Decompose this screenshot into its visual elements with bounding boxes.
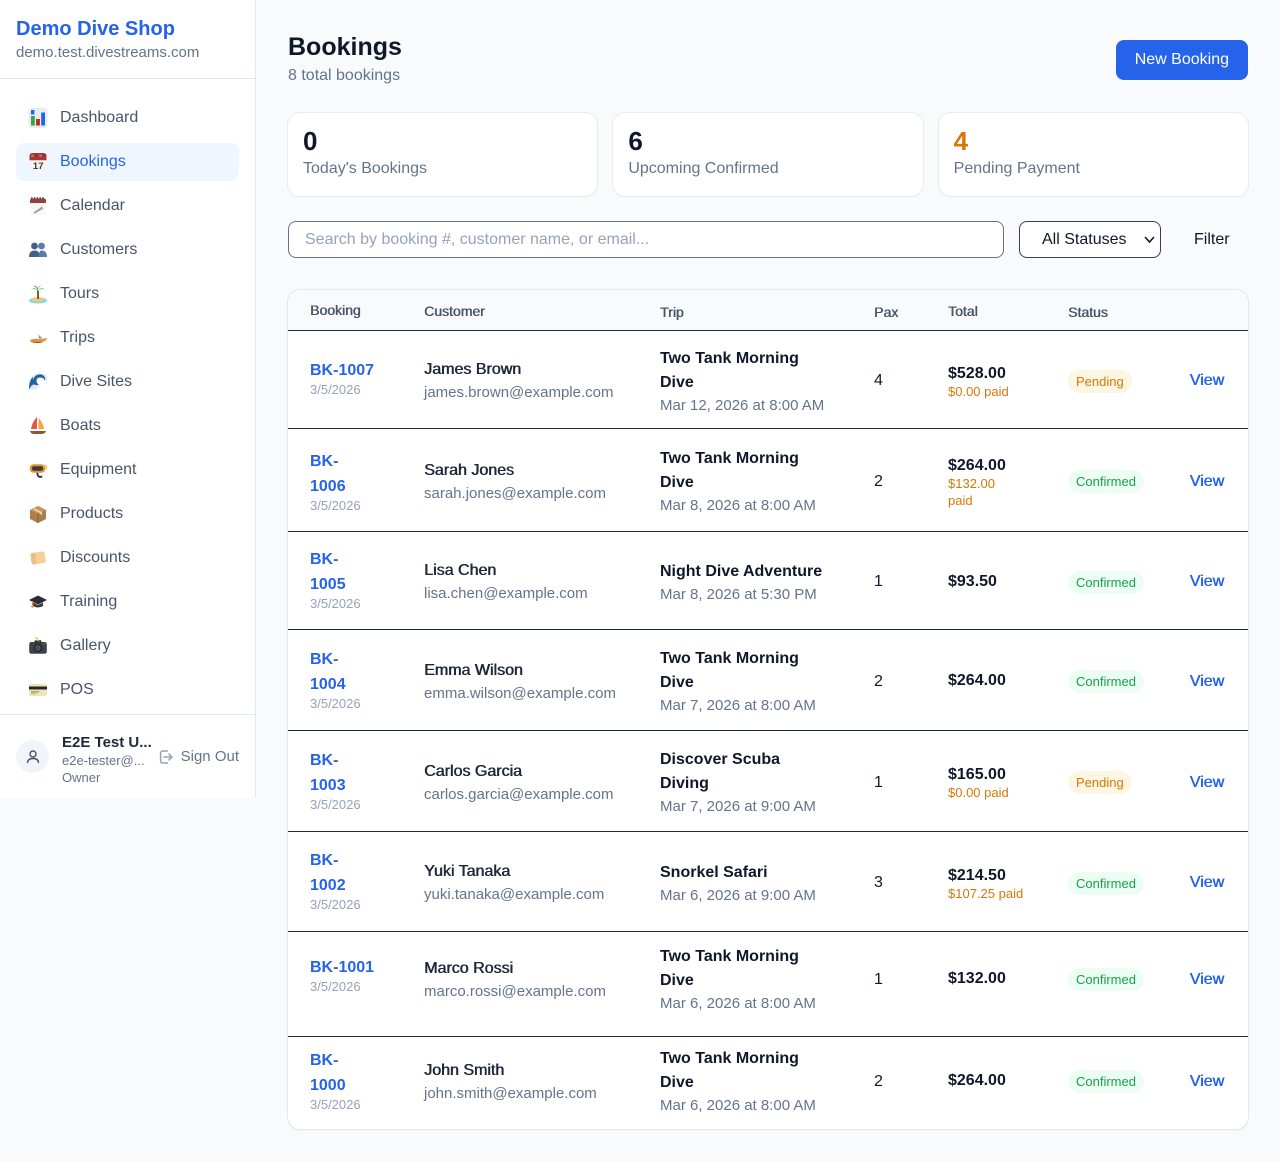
svg-text:17: 17 (33, 161, 44, 172)
